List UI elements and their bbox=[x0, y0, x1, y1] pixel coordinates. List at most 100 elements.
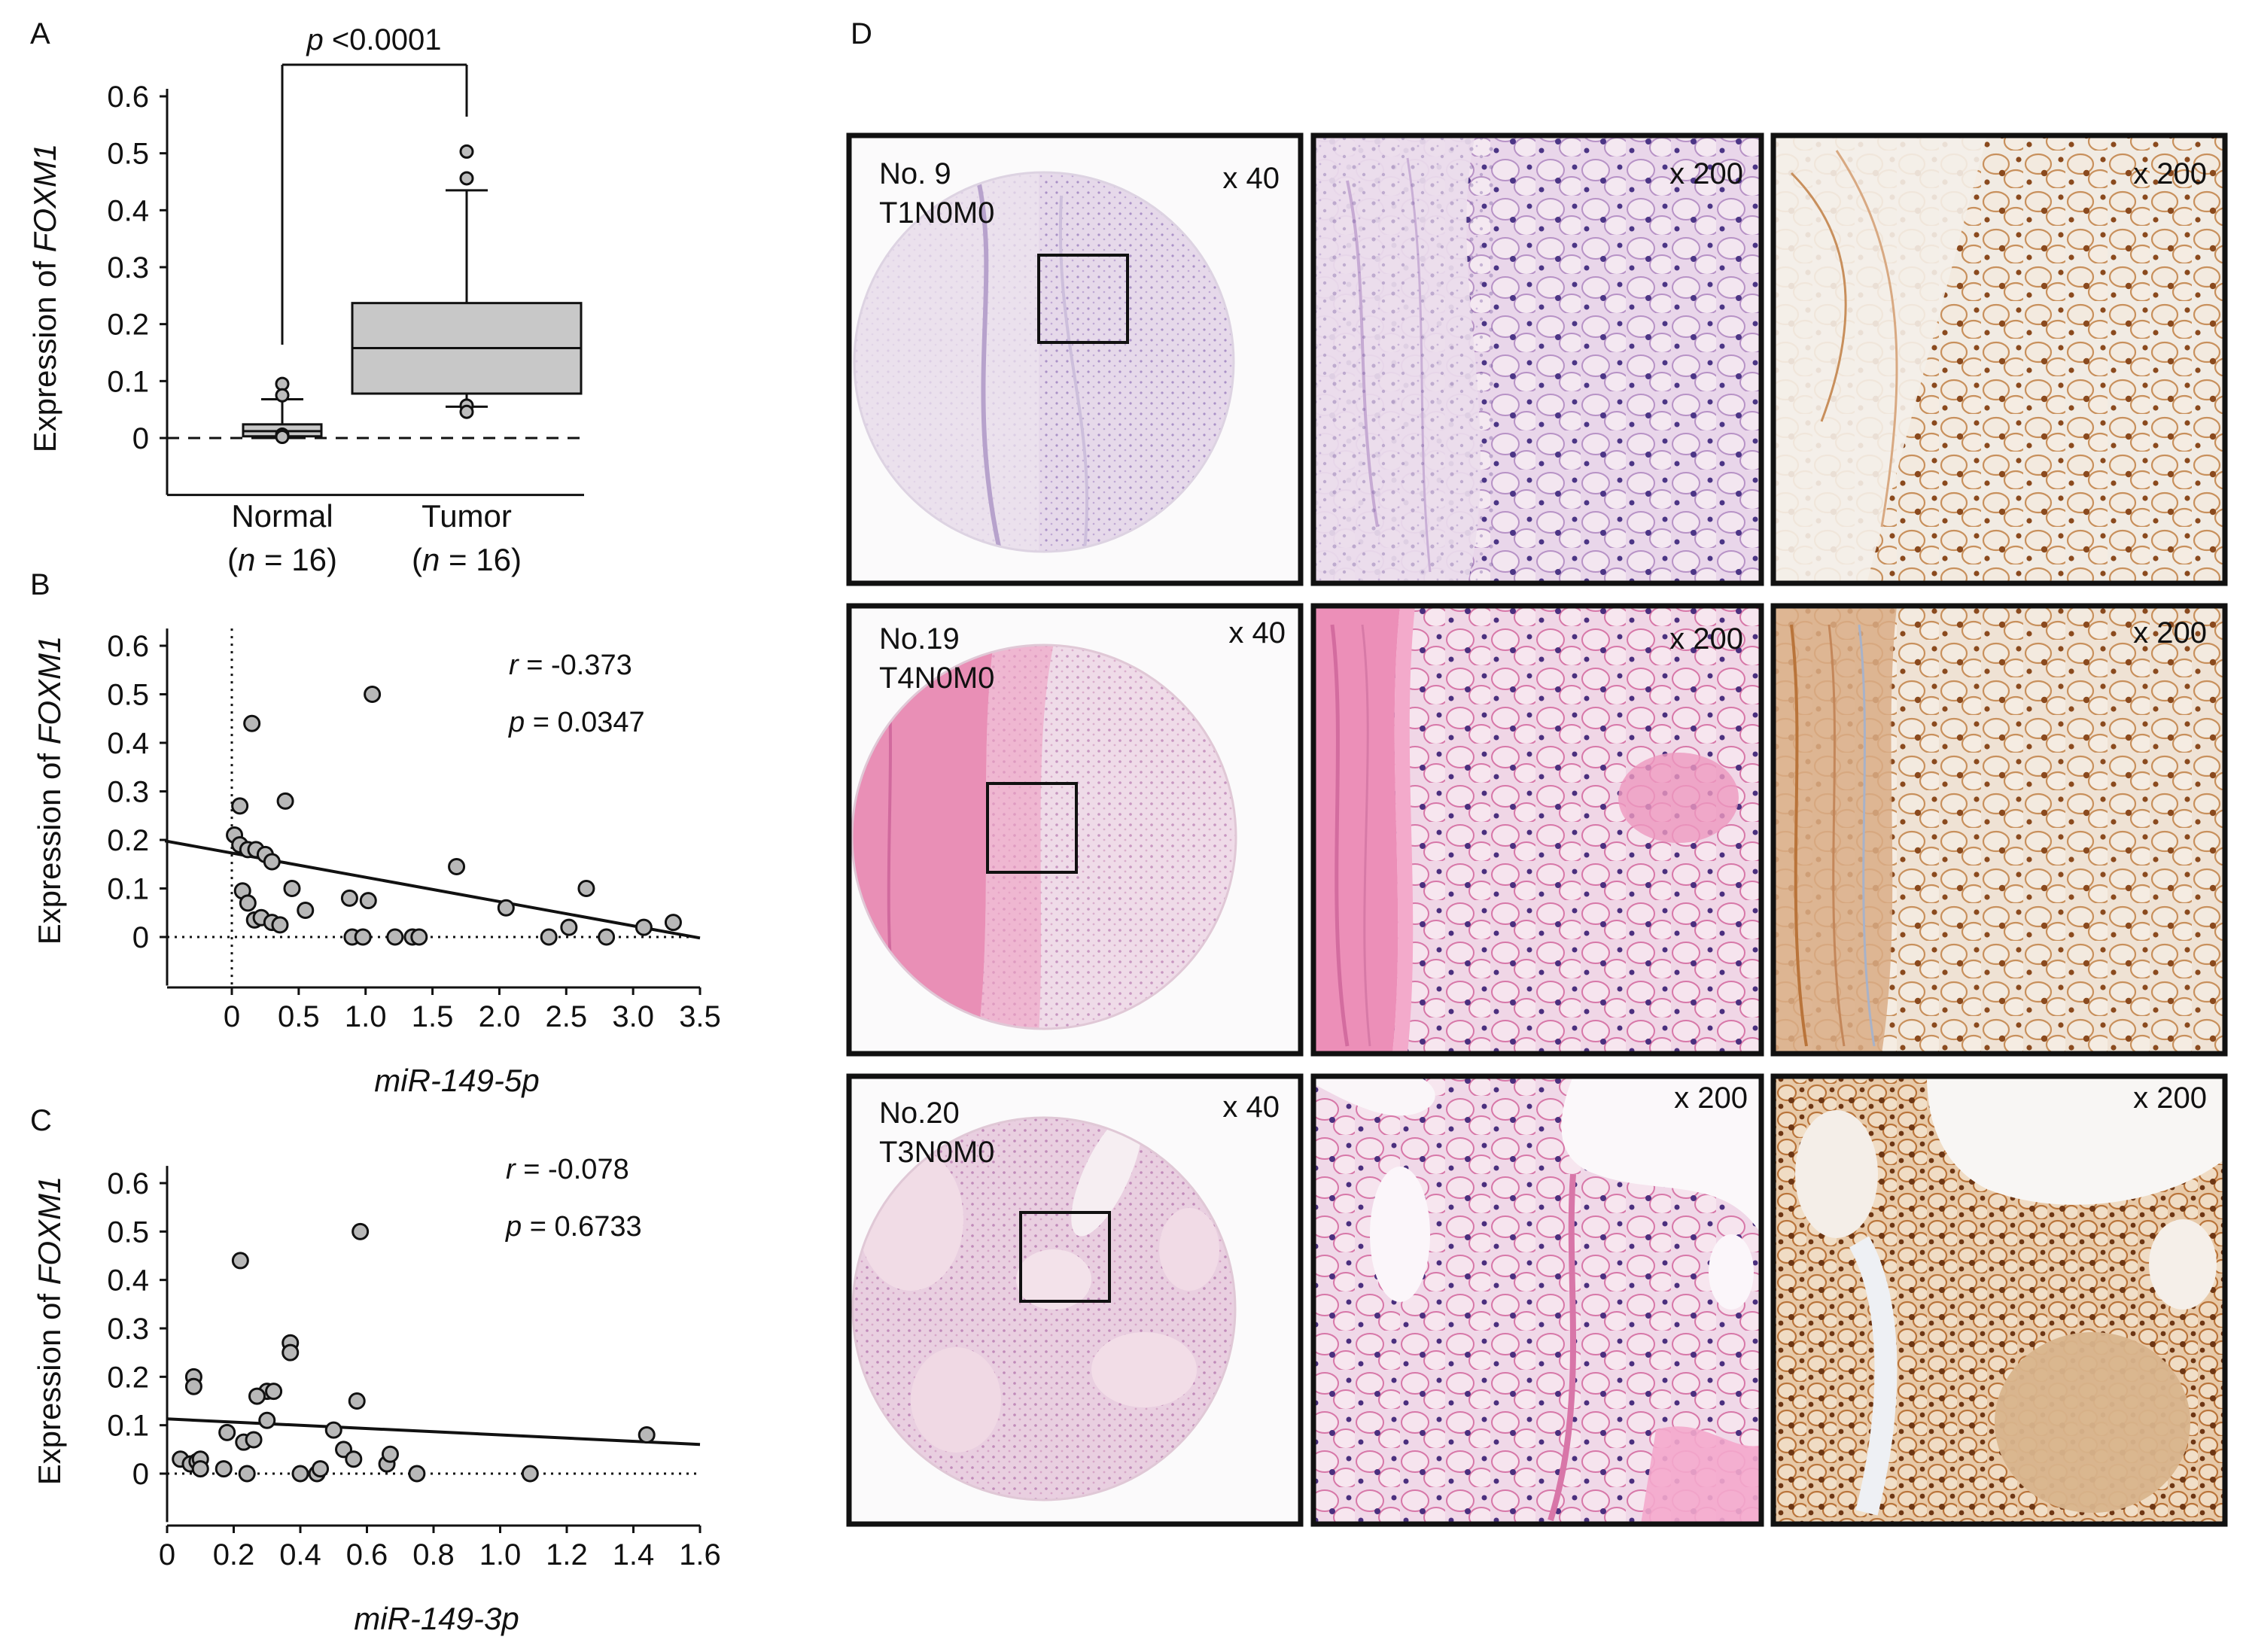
panel-label-b: B bbox=[30, 568, 50, 601]
group-n-label: (n = 16) bbox=[227, 542, 337, 577]
y-tick-label: 0.4 bbox=[107, 194, 149, 227]
y-tick-label: 0.1 bbox=[107, 365, 149, 398]
sample-id: No.20 bbox=[879, 1097, 960, 1130]
data-point bbox=[324, 1421, 342, 1439]
x-axis-label: miR-149-3p bbox=[354, 1601, 519, 1636]
data-point bbox=[354, 928, 372, 946]
significance-bracket: p <0.0001 bbox=[281, 23, 468, 345]
tnm-stage: T3N0M0 bbox=[879, 1136, 994, 1169]
data-point bbox=[410, 928, 428, 946]
data-point bbox=[521, 1465, 539, 1483]
data-point bbox=[577, 880, 595, 897]
data-point bbox=[352, 1222, 370, 1240]
data-point bbox=[638, 1426, 656, 1444]
y-tick-label: 0.1 bbox=[107, 1410, 149, 1443]
data-point bbox=[540, 928, 558, 946]
data-point bbox=[291, 1465, 309, 1483]
data-point bbox=[215, 1460, 233, 1478]
data-point bbox=[386, 928, 404, 946]
data-point bbox=[258, 1411, 276, 1429]
y-tick-label: 0.5 bbox=[107, 1215, 149, 1249]
n-symbol: n bbox=[422, 542, 440, 577]
group-label: Tumor bbox=[422, 498, 512, 534]
y-tick-label: 0.4 bbox=[107, 727, 149, 760]
data-point bbox=[265, 1383, 283, 1401]
x-tick-label: 2.0 bbox=[479, 1000, 521, 1033]
x-tick-label: 2.5 bbox=[545, 1000, 587, 1033]
x-tick-label: 3.5 bbox=[679, 1000, 721, 1033]
panel-label-c: C bbox=[30, 1104, 52, 1137]
tnm-stage: T4N0M0 bbox=[879, 662, 994, 695]
y-tick-label: 0.3 bbox=[107, 251, 149, 284]
box-normal bbox=[242, 376, 323, 444]
data-point bbox=[245, 1431, 263, 1449]
magnification-low: x 40 bbox=[1228, 616, 1286, 650]
scatter-plot-mir-149-3p: Expression of FOXM1 miR-149-3p r = -0.07… bbox=[32, 1154, 721, 1636]
x-tick-label: 1.5 bbox=[412, 1000, 454, 1033]
data-point bbox=[340, 889, 358, 907]
p-value-label: p <0.0001 bbox=[306, 23, 441, 56]
data-point bbox=[345, 1450, 363, 1468]
data-point bbox=[408, 1465, 426, 1483]
y-tick-label: 0.6 bbox=[107, 630, 149, 663]
x-tick-label: 1.2 bbox=[546, 1538, 588, 1571]
tissue-row-3: No.20 T3N0M0 x 40 x 200 bbox=[846, 1073, 2228, 1527]
data-point bbox=[448, 857, 466, 875]
y-tick-label: 0.5 bbox=[107, 679, 149, 712]
data-point bbox=[282, 1343, 300, 1361]
y-tick-label: 0 bbox=[132, 1458, 149, 1491]
data-point bbox=[191, 1460, 209, 1478]
x-tick-label: 1.0 bbox=[479, 1538, 522, 1571]
x-tick-label: 3.0 bbox=[612, 1000, 654, 1033]
y-tick-label: 0 bbox=[132, 921, 149, 954]
tma-core-overview bbox=[849, 1076, 1301, 1524]
data-point bbox=[263, 853, 281, 871]
data-point bbox=[238, 1465, 256, 1483]
data-point bbox=[635, 918, 653, 936]
x-tick-label: 1.0 bbox=[345, 1000, 387, 1033]
he-stain-image bbox=[1313, 1076, 1761, 1524]
regression-line bbox=[166, 1417, 701, 1447]
y-axis-label: Expression of FOXM1 bbox=[27, 144, 62, 453]
magnification-he: x 200 bbox=[1674, 1082, 1748, 1115]
data-point bbox=[218, 1423, 236, 1441]
y-tick-label: 0.3 bbox=[107, 1313, 149, 1346]
outlier-point bbox=[275, 388, 290, 403]
outlier-point bbox=[275, 376, 290, 391]
sample-id: No.19 bbox=[879, 622, 960, 656]
data-point bbox=[560, 918, 578, 936]
data-point bbox=[348, 1392, 366, 1410]
magnification-ihc: x 200 bbox=[2133, 616, 2207, 650]
box-plot-foxm1: Expression of FOXM1 p <0.0001 0 0.1 0.2 0.3… bbox=[27, 23, 586, 577]
scatter-plot-mir-149-5p: Expression of FOXM1 miR-149-5p r = -0.37… bbox=[32, 628, 721, 1098]
panel-label-d: D bbox=[851, 17, 872, 50]
he-stain-image bbox=[1313, 135, 1761, 583]
outlier-point bbox=[275, 429, 290, 444]
y-tick-label: 0.2 bbox=[107, 1361, 149, 1394]
x-tick-label: 0 bbox=[159, 1538, 175, 1571]
tissue-row-2: No.19 T4N0M0 x 40 x 200 bbox=[846, 603, 2228, 1057]
x-axis-label: miR-149-5p bbox=[374, 1063, 539, 1098]
data-point bbox=[381, 1445, 399, 1463]
data-point bbox=[312, 1460, 330, 1478]
correlation-r: r = -0.078 bbox=[506, 1154, 629, 1185]
y-tick-label: 0.4 bbox=[107, 1264, 149, 1298]
data-point bbox=[243, 714, 261, 732]
correlation-p: p = 0.6733 bbox=[505, 1211, 642, 1243]
correlation-r: r = -0.373 bbox=[509, 650, 632, 681]
magnification-ihc: x 200 bbox=[2133, 157, 2207, 190]
ihc-stain-image bbox=[1773, 135, 2225, 583]
group-n-label: (n = 16) bbox=[412, 542, 522, 577]
n-open: ( bbox=[227, 542, 238, 577]
x-tick-label: 0.8 bbox=[412, 1538, 455, 1571]
he-stain-image bbox=[1313, 606, 1761, 1054]
n-open: ( bbox=[412, 542, 422, 577]
data-point bbox=[231, 797, 249, 815]
tma-core-overview bbox=[849, 606, 1301, 1054]
data-point bbox=[664, 914, 682, 932]
group-label: Normal bbox=[231, 498, 333, 534]
ihc-stain-image bbox=[1773, 606, 2225, 1054]
x-tick-label: 0 bbox=[224, 1000, 240, 1033]
outlier-point bbox=[459, 144, 474, 159]
